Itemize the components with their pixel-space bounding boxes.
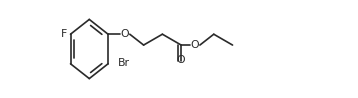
Text: O: O bbox=[177, 55, 185, 65]
Text: O: O bbox=[121, 29, 129, 39]
Text: Br: Br bbox=[118, 58, 130, 68]
Text: O: O bbox=[191, 40, 199, 50]
Text: F: F bbox=[61, 29, 68, 39]
